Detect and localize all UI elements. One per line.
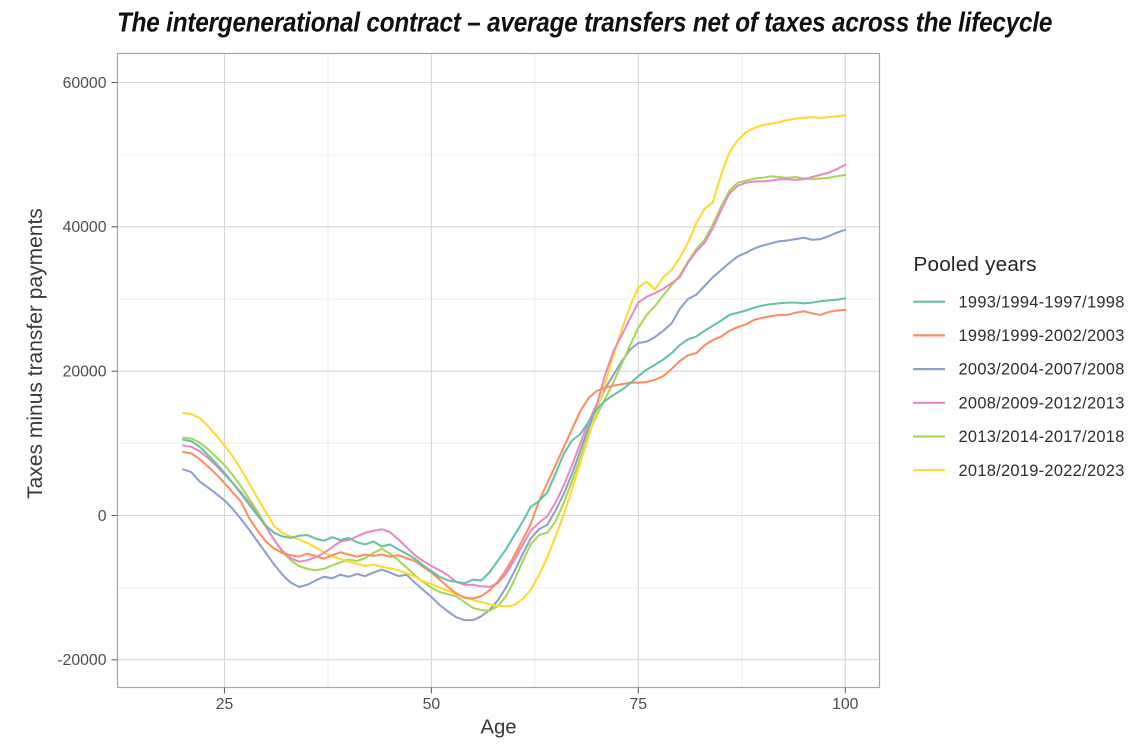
svg-text:1998/1999-2002/2003: 1998/1999-2002/2003 xyxy=(959,327,1125,345)
svg-text:2008/2009-2012/2013: 2008/2009-2012/2013 xyxy=(959,394,1125,412)
svg-text:0: 0 xyxy=(98,508,107,525)
svg-text:Taxes minus transfer payments: Taxes minus transfer payments xyxy=(24,208,47,499)
svg-text:2013/2014-2017/2018: 2013/2014-2017/2018 xyxy=(959,428,1125,446)
svg-text:60000: 60000 xyxy=(63,75,107,92)
svg-text:40000: 40000 xyxy=(63,219,107,236)
svg-text:75: 75 xyxy=(630,696,648,713)
svg-text:50: 50 xyxy=(423,696,441,713)
svg-text:1993/1994-1997/1998: 1993/1994-1997/1998 xyxy=(959,293,1125,311)
svg-text:2018/2019-2022/2023: 2018/2019-2022/2023 xyxy=(959,462,1125,480)
svg-text:2003/2004-2007/2008: 2003/2004-2007/2008 xyxy=(959,361,1125,379)
svg-text:Age: Age xyxy=(480,717,516,739)
svg-text:20000: 20000 xyxy=(63,364,107,381)
svg-text:100: 100 xyxy=(832,696,859,713)
svg-text:Pooled years: Pooled years xyxy=(914,253,1037,276)
svg-text:25: 25 xyxy=(216,696,234,713)
svg-text:-20000: -20000 xyxy=(57,652,106,669)
